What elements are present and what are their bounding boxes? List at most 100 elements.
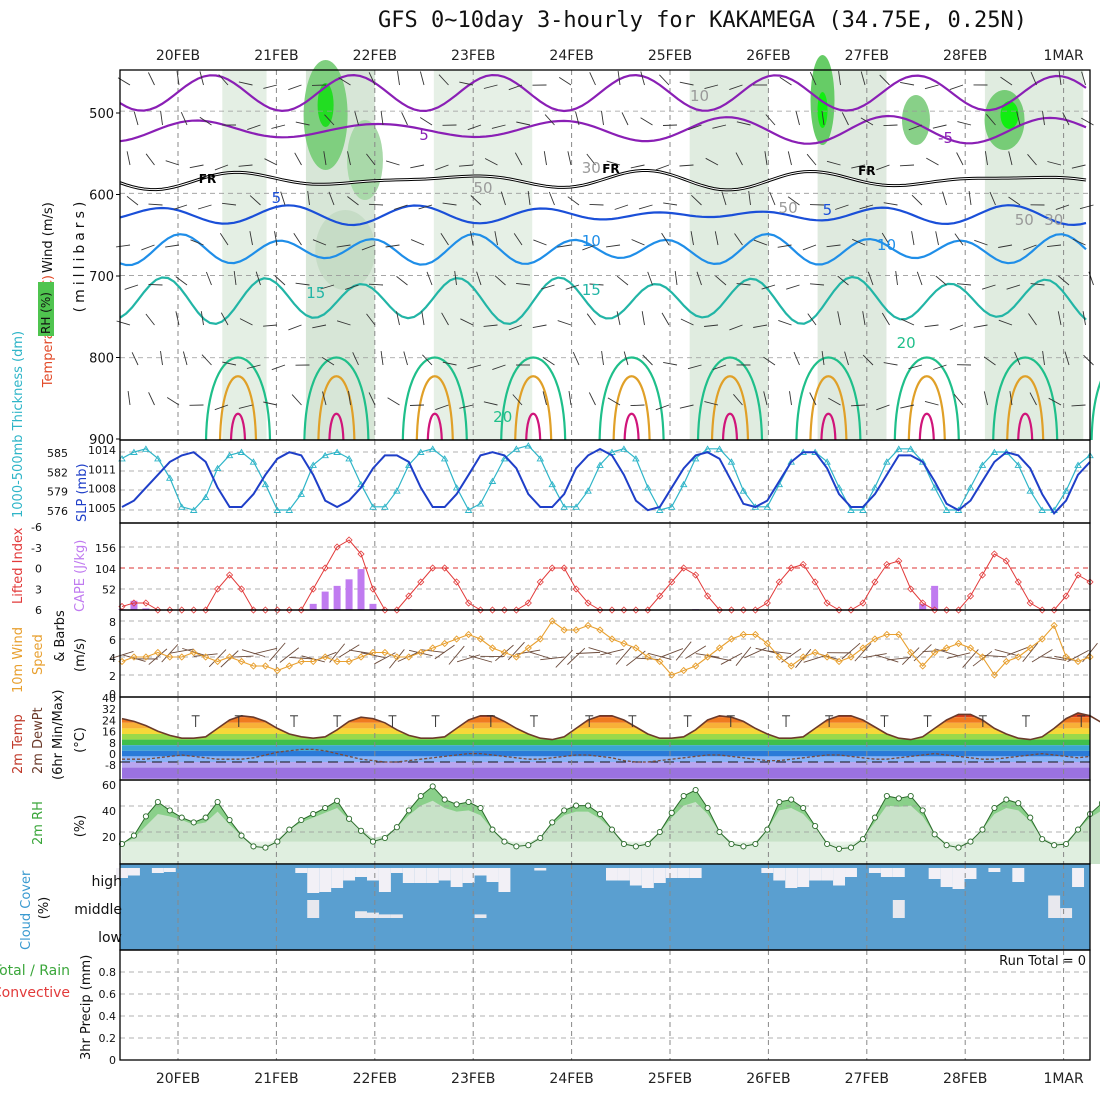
upper-wind-barb: [271, 364, 286, 371]
surface-wind-barb: [279, 647, 300, 663]
upper-wind-barb: [484, 158, 498, 166]
thickness-marker: [584, 487, 592, 494]
upper-wind-barb: [533, 239, 547, 246]
thickness-marker: [333, 448, 341, 455]
lifted-index-marker: [596, 606, 604, 614]
upper-wind-barb: [189, 164, 204, 169]
upper-wind-barb: [607, 397, 621, 406]
wind-speed-marker: [787, 662, 795, 670]
lifted-index-marker: [465, 599, 473, 607]
high-cloud-bar: [964, 868, 977, 879]
upper-wind-barb: [586, 153, 596, 166]
rh-low-band: [120, 841, 1090, 864]
middle-cloud-bar: [474, 914, 487, 918]
rh-marker: [381, 834, 388, 842]
date-label-bottom: 20FEB: [156, 1071, 200, 1087]
rh-marker: [1074, 826, 1082, 833]
temp-color-band: [122, 745, 1090, 751]
thickness-marker: [679, 480, 688, 488]
cape-tick-label: 104: [95, 563, 116, 576]
upper-wind-barb: [368, 203, 384, 206]
upper-wind-barb: [630, 164, 645, 169]
contour-label: 10: [582, 232, 601, 250]
upper-wind-barb: [852, 238, 866, 246]
upper-wind-barb: [513, 233, 523, 246]
cape-bar: [142, 608, 150, 610]
temp-tick-label: 32: [102, 703, 116, 716]
upper-wind-barb: [190, 239, 204, 246]
lifted-index-marker: [476, 606, 485, 614]
date-label-top: 27FEB: [845, 48, 889, 64]
wind-speed-marker: [703, 653, 712, 661]
date-label-top: 23FEB: [451, 48, 495, 64]
high-cloud-bar: [331, 868, 344, 888]
lifted-index-marker: [441, 564, 449, 572]
thickness-marker: [524, 442, 533, 449]
upper-wind-barb: [986, 114, 996, 126]
li-tick-label: 3: [35, 583, 42, 596]
upper-wind-barb: [663, 361, 678, 366]
upper-wind-barb: [568, 391, 572, 406]
thickness-marker: [548, 480, 557, 488]
lifted-index-marker: [524, 599, 532, 607]
thickness-marker: [273, 506, 282, 513]
upper-wind-barb: [661, 312, 670, 326]
thickness-marker: [476, 500, 485, 507]
surface-wind-barb: [182, 647, 206, 656]
upper-wind-barb: [1082, 311, 1086, 326]
upper-wind-barb: [527, 191, 531, 206]
surface-wind-barb: [615, 646, 633, 665]
upper-wind-barb: [239, 318, 253, 326]
high-cloud-bar: [880, 868, 893, 877]
lifted-index-marker: [1038, 606, 1046, 614]
upper-wind-barb: [981, 284, 996, 290]
rh-marker: [334, 797, 341, 804]
rh-marker: [489, 826, 496, 833]
upper-wind-barb: [116, 244, 131, 248]
rh-marker: [668, 809, 675, 816]
temp-bands: [122, 713, 1090, 779]
surface-wind-barb: [448, 645, 465, 665]
upper-wind-barb: [542, 356, 555, 366]
contour-label: 50: [779, 199, 798, 217]
surface-wind-barb: [1006, 646, 1030, 656]
wind-speed-marker: [942, 644, 951, 652]
high-cloud-bar: [928, 868, 941, 879]
high-cloud-bar: [821, 868, 834, 881]
upper-wind-barb: [617, 71, 621, 86]
wind-speed-marker: [644, 653, 652, 661]
freezing-level-inner: [119, 170, 1087, 191]
high-cloud-bar: [892, 868, 905, 877]
upper-wind-barb: [542, 391, 547, 406]
upper-wind-barb: [366, 153, 376, 166]
upper-wind-barb: [175, 311, 180, 326]
surface-wind-barb: [902, 647, 920, 666]
upper-wind-barb: [876, 164, 890, 171]
upper-wind-barb: [1009, 391, 1013, 406]
upper-wind-barb: [704, 324, 719, 327]
upper-wind-barb: [942, 191, 947, 206]
isotherm-20: [795, 356, 862, 441]
dewpt-label-group: 2m DewPt: [31, 707, 46, 774]
upper-wind-barb: [422, 354, 433, 366]
upper-wind-barb: [145, 153, 155, 166]
high-cloud-bar: [116, 868, 128, 878]
wind-speed-marker: [966, 644, 975, 652]
surface-wind-barb: [854, 643, 872, 662]
date-label-bottom: 27FEB: [845, 1071, 889, 1087]
precip-tick-label: 0: [109, 1054, 116, 1067]
lifted-index-marker: [345, 536, 353, 544]
lifted-index-marker: [715, 606, 724, 614]
wind-tick-label: 2: [109, 670, 116, 683]
contour-label: 5: [272, 189, 282, 207]
thickness-marker: [285, 506, 294, 513]
wind-tick-label: 0: [109, 688, 116, 701]
upper-wind-barb: [516, 282, 531, 286]
upper-wind-barb: [219, 233, 229, 246]
upper-wind-barb: [508, 324, 523, 331]
thickness-label-group: 1000-500mb Thickness (dm): [11, 331, 26, 518]
upper-wind-barb: [642, 354, 653, 366]
upper-wind-barb: [322, 391, 327, 406]
upper-wind-barb: [1081, 117, 1094, 126]
lifted-index-marker: [536, 578, 544, 586]
